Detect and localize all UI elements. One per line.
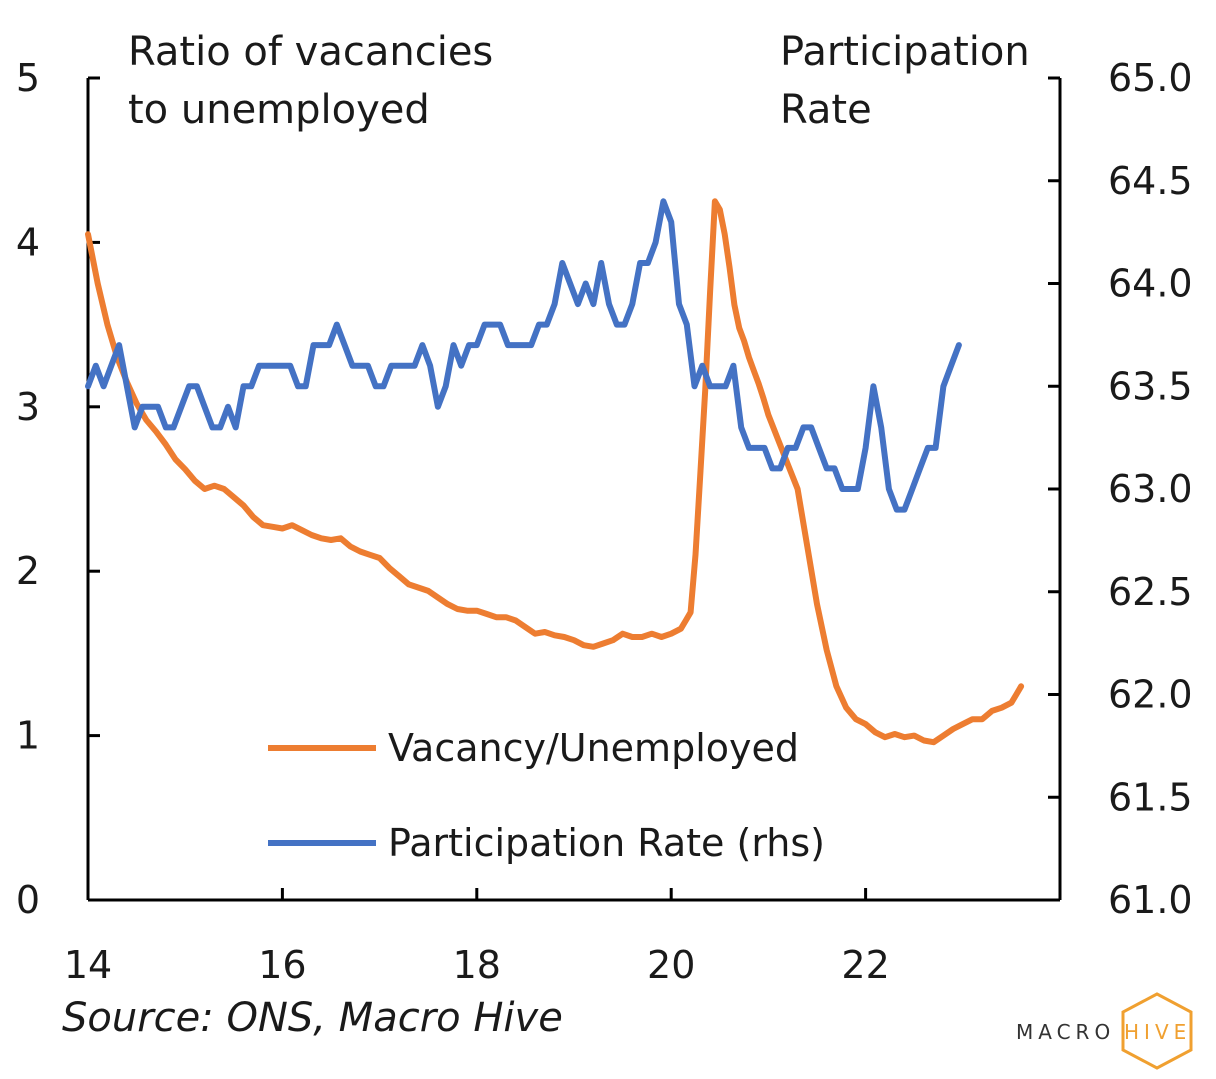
- y-left-tick-label: 4: [16, 220, 40, 264]
- legend: Vacancy/Unemployed Participation Rate (rh…: [268, 726, 825, 865]
- y-right-tick-label: 62.0: [1108, 673, 1193, 717]
- y-right-tick-label: 62.5: [1108, 570, 1193, 614]
- y-left-tick-label: 1: [16, 714, 40, 758]
- y-left-tick-label: 0: [16, 878, 40, 922]
- y-left-tick-label: 5: [16, 56, 40, 100]
- right-axis-title-line: Participation: [780, 29, 1030, 75]
- y-left-tick-label: 3: [16, 385, 40, 429]
- macro-hive-logo: MACRO HIVE: [1016, 992, 1193, 1070]
- y-right-tick-label: 61.0: [1108, 878, 1193, 922]
- x-tick-label: 22: [841, 943, 889, 987]
- y-right-tick-label: 65.0: [1108, 56, 1193, 100]
- hexagon-logo-icon: [1121, 992, 1193, 1070]
- y-left-tick-label: 2: [16, 549, 40, 593]
- x-tick-label: 18: [453, 943, 501, 987]
- logo-text-macro: MACRO: [1016, 1020, 1115, 1044]
- source-note: Source: ONS, Macro Hive: [62, 995, 563, 1041]
- series-lines: [85, 198, 1025, 746]
- x-tick-label: 20: [647, 943, 695, 987]
- y-right-tick-label: 63.0: [1108, 467, 1193, 511]
- axis-titles: Ratio of vacancies to unemployed Participa…: [128, 29, 1030, 133]
- y-right-tick-label: 64.0: [1108, 262, 1193, 306]
- right-axis-title-line: Rate: [780, 87, 872, 133]
- legend-label: Participation Rate (rhs): [388, 821, 825, 865]
- left-axis-title-line: to unemployed: [128, 87, 430, 133]
- y-right-tick-label: 64.5: [1108, 159, 1193, 203]
- left-axis-title-line: Ratio of vacancies: [128, 29, 493, 75]
- y-right-tick-label: 63.5: [1108, 364, 1193, 408]
- legend-label: Vacancy/Unemployed: [388, 726, 799, 770]
- x-tick-label: 14: [64, 943, 112, 987]
- logo-text-hive: HIVE: [1124, 1020, 1191, 1044]
- y-right-tick-label: 61.5: [1108, 775, 1193, 819]
- chart-axes: 0 1 2 3 4 5 61.0 61.5 62.0 62.5 63.0 63.5 64.0 64.5 65…: [16, 56, 1193, 987]
- vacancy-unemployed-line: [85, 198, 1025, 746]
- participation-rate-line: [85, 198, 962, 513]
- x-tick-label: 16: [258, 943, 306, 987]
